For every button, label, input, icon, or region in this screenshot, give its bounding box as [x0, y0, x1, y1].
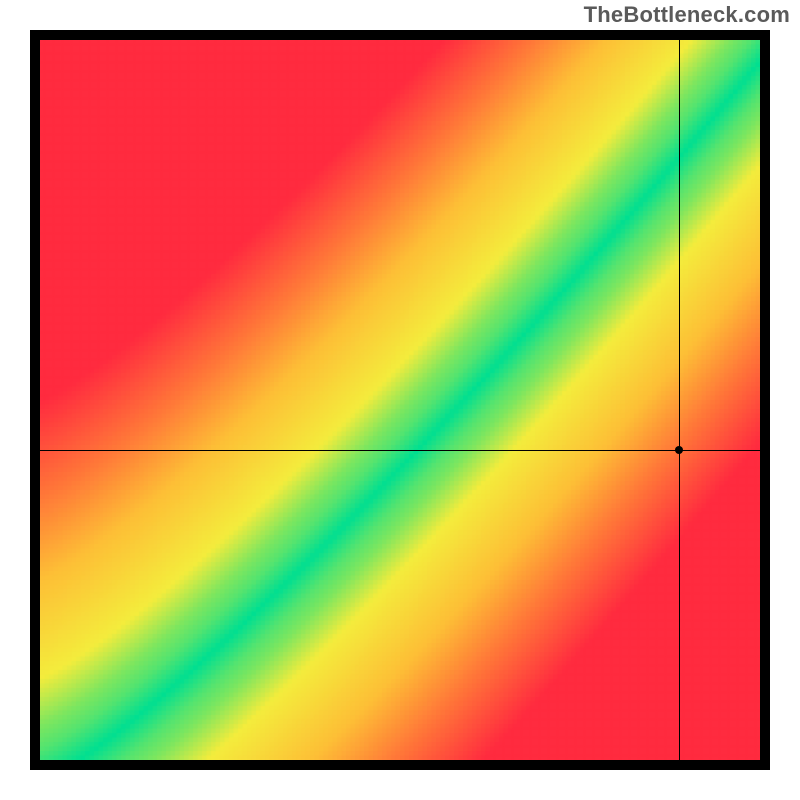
figure-container: TheBottleneck.com [0, 0, 800, 800]
crosshair-vertical-line [679, 40, 680, 760]
heatmap-canvas [40, 40, 760, 760]
crosshair-horizontal-line [40, 450, 760, 451]
plot-area [40, 40, 760, 760]
crosshair-marker-dot [675, 446, 683, 454]
plot-frame [30, 30, 770, 770]
watermark-text: TheBottleneck.com [584, 2, 790, 28]
